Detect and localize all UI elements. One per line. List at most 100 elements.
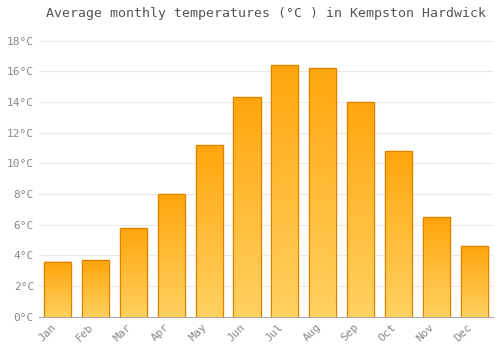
Bar [422, 303, 450, 304]
Bar [309, 133, 336, 135]
Bar [271, 234, 298, 236]
Bar [422, 312, 450, 313]
Bar [271, 136, 298, 138]
Bar [196, 246, 223, 248]
Bar [82, 261, 109, 262]
Bar [234, 288, 260, 290]
Bar [347, 102, 374, 104]
Bar [385, 183, 412, 184]
Bar [385, 295, 412, 297]
Bar [460, 301, 488, 302]
Bar [309, 108, 336, 111]
Bar [422, 233, 450, 234]
Bar [309, 155, 336, 158]
Bar [309, 150, 336, 153]
Bar [347, 162, 374, 164]
Bar [385, 264, 412, 265]
Bar [196, 234, 223, 236]
Bar [234, 238, 260, 240]
Bar [158, 263, 185, 264]
Bar [120, 314, 147, 315]
Bar [347, 285, 374, 287]
Bar [196, 228, 223, 229]
Bar [234, 113, 260, 115]
Bar [422, 281, 450, 282]
Bar [196, 271, 223, 272]
Bar [158, 314, 185, 316]
Bar [385, 154, 412, 156]
Bar [309, 93, 336, 96]
Bar [460, 248, 488, 249]
Bar [271, 244, 298, 246]
Bar [271, 118, 298, 120]
Bar [158, 295, 185, 296]
Bar [196, 224, 223, 226]
Bar [422, 221, 450, 222]
Bar [309, 113, 336, 116]
Bar [120, 294, 147, 295]
Bar [422, 260, 450, 261]
Bar [385, 246, 412, 247]
Bar [120, 258, 147, 259]
Bar [347, 143, 374, 145]
Bar [385, 156, 412, 158]
Bar [460, 278, 488, 279]
Bar [385, 189, 412, 191]
Bar [271, 198, 298, 201]
Bar [234, 304, 260, 306]
Bar [347, 106, 374, 108]
Bar [309, 222, 336, 225]
Bar [196, 286, 223, 288]
Bar [120, 233, 147, 234]
Bar [120, 240, 147, 241]
Bar [234, 97, 260, 100]
Bar [120, 228, 147, 229]
Bar [44, 278, 72, 279]
Bar [460, 300, 488, 301]
Bar [460, 314, 488, 315]
Bar [120, 245, 147, 246]
Bar [347, 224, 374, 226]
Bar [422, 243, 450, 244]
Bar [271, 264, 298, 266]
Bar [271, 246, 298, 249]
Bar [44, 288, 72, 289]
Bar [347, 186, 374, 188]
Bar [422, 222, 450, 223]
Bar [82, 307, 109, 308]
Bar [422, 228, 450, 229]
Bar [196, 193, 223, 195]
Bar [385, 277, 412, 279]
Bar [347, 265, 374, 267]
Bar [422, 302, 450, 303]
Bar [271, 85, 298, 88]
Bar [44, 274, 72, 275]
Bar [385, 234, 412, 236]
Bar [460, 256, 488, 257]
Bar [44, 292, 72, 293]
Bar [82, 304, 109, 305]
Bar [120, 305, 147, 306]
Bar [385, 237, 412, 239]
Bar [120, 300, 147, 301]
Bar [271, 292, 298, 294]
Bar [460, 257, 488, 258]
Bar [158, 220, 185, 221]
Bar [158, 261, 185, 263]
Bar [347, 152, 374, 154]
Bar [347, 134, 374, 136]
Bar [422, 297, 450, 298]
Bar [309, 86, 336, 88]
Bar [385, 216, 412, 217]
Bar [234, 290, 260, 293]
Bar [422, 292, 450, 293]
Bar [196, 207, 223, 209]
Bar [234, 146, 260, 148]
Bar [120, 297, 147, 298]
Bar [347, 250, 374, 252]
Bar [120, 290, 147, 291]
Bar [271, 108, 298, 111]
Bar [460, 308, 488, 309]
Bar [196, 191, 223, 193]
Bar [385, 254, 412, 256]
